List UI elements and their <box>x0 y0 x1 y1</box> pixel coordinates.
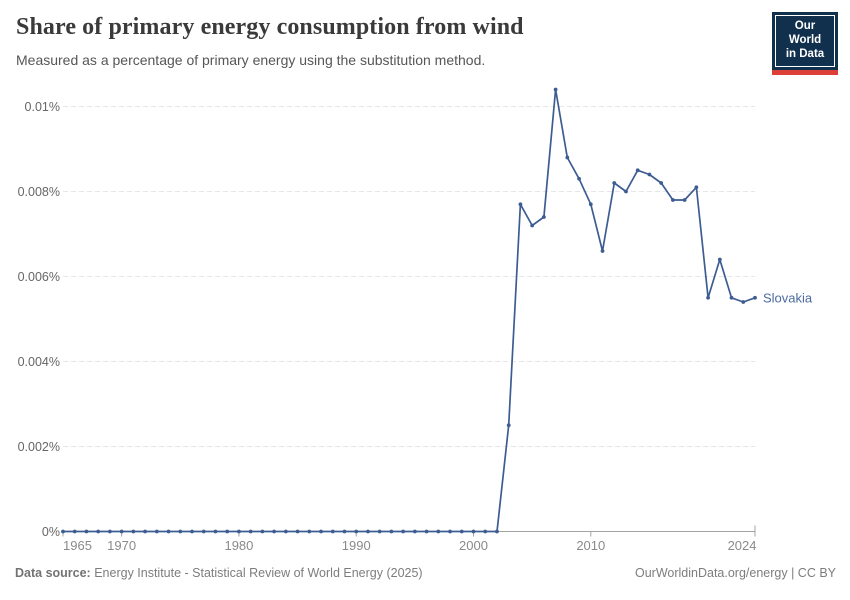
data-point[interactable] <box>588 202 593 207</box>
data-point[interactable] <box>741 300 746 304</box>
data-point[interactable] <box>706 295 710 300</box>
data-point[interactable] <box>565 155 570 160</box>
data-point[interactable] <box>295 529 300 534</box>
data-point[interactable] <box>283 529 288 534</box>
owid-logo-text: Our World in Data <box>775 15 835 68</box>
entity-label[interactable]: Slovakia <box>763 290 813 305</box>
data-point[interactable] <box>213 529 218 534</box>
data-point[interactable] <box>61 529 65 534</box>
owid-logo-line1: Our World <box>788 20 822 46</box>
data-point[interactable] <box>248 529 253 534</box>
data-point[interactable] <box>190 529 194 534</box>
data-point[interactable] <box>272 529 277 534</box>
data-point[interactable] <box>354 529 359 534</box>
data-point[interactable] <box>459 529 464 534</box>
data-source-text: Energy Institute - Statistical Review of… <box>90 566 423 580</box>
data-point[interactable] <box>377 529 382 534</box>
x-axis-tick-label: 1990 <box>342 538 371 553</box>
data-point[interactable] <box>553 87 558 92</box>
data-source-note: Data source: Energy Institute - Statisti… <box>15 566 423 580</box>
y-axis-tick-label: 0.006% <box>18 270 60 284</box>
data-point[interactable] <box>119 529 124 534</box>
data-point[interactable] <box>412 529 417 534</box>
data-point[interactable] <box>471 529 476 534</box>
data-point[interactable] <box>108 529 112 534</box>
data-point[interactable] <box>366 529 370 534</box>
data-point[interactable] <box>753 295 757 300</box>
x-axis-tick-label: 1980 <box>224 538 253 553</box>
y-axis-tick-label: 0.004% <box>18 355 60 369</box>
data-point[interactable] <box>84 529 89 534</box>
data-point[interactable] <box>694 185 699 190</box>
x-axis-tick-label: 2024 <box>728 538 757 553</box>
data-point[interactable] <box>483 529 488 534</box>
data-point[interactable] <box>330 529 335 534</box>
data-point[interactable] <box>131 529 136 534</box>
data-point[interactable] <box>541 215 546 219</box>
data-point[interactable] <box>307 529 312 534</box>
data-point[interactable] <box>401 529 406 534</box>
data-point[interactable] <box>729 295 734 300</box>
data-point[interactable] <box>635 168 640 173</box>
owid-logo-redbar <box>772 70 838 76</box>
data-point[interactable] <box>518 202 523 207</box>
x-axis-tick-label: 1970 <box>107 538 136 553</box>
page-title: Share of primary energy consumption from… <box>16 14 524 40</box>
data-point[interactable] <box>577 176 581 181</box>
y-axis-tick-label: 0.01% <box>25 100 60 114</box>
data-point[interactable] <box>682 198 687 202</box>
data-point[interactable] <box>225 529 230 534</box>
data-point[interactable] <box>260 529 265 534</box>
data-point[interactable] <box>530 223 535 228</box>
x-axis-tick-label: 1965 <box>63 538 92 553</box>
data-point[interactable] <box>342 529 347 534</box>
x-axis-tick-label: 2010 <box>576 538 605 553</box>
data-point[interactable] <box>237 529 241 534</box>
data-point[interactable] <box>436 529 441 534</box>
data-point[interactable] <box>96 529 101 534</box>
x-axis-tick-label: 2000 <box>459 538 488 553</box>
data-point[interactable] <box>495 529 499 534</box>
data-point[interactable] <box>178 529 183 534</box>
y-axis-tick-label: 0.008% <box>18 185 60 199</box>
data-point[interactable] <box>624 189 628 194</box>
attribution-note: OurWorldinData.org/energy | CC BY <box>634 566 836 580</box>
data-point[interactable] <box>166 529 171 534</box>
page-subtitle: Measured as a percentage of primary ener… <box>16 52 486 68</box>
data-point[interactable] <box>72 529 77 534</box>
data-point[interactable] <box>154 529 159 534</box>
data-point[interactable] <box>659 181 664 185</box>
data-source-label: Data source: <box>15 566 91 580</box>
data-point[interactable] <box>612 181 617 185</box>
y-axis-tick-label: 0% <box>42 525 60 539</box>
y-axis-tick-label: 0.002% <box>18 440 60 454</box>
data-point[interactable] <box>506 423 511 428</box>
data-line-slovakia[interactable] <box>63 88 756 533</box>
owid-logo-line2: in Data <box>785 47 825 60</box>
data-point[interactable] <box>143 529 148 534</box>
data-point[interactable] <box>600 249 605 253</box>
data-point[interactable] <box>424 529 429 534</box>
data-point[interactable] <box>389 529 394 534</box>
data-point[interactable] <box>670 198 675 202</box>
owid-logo: Our World in Data <box>772 12 838 76</box>
data-point[interactable] <box>717 257 722 262</box>
data-point[interactable] <box>201 529 206 534</box>
data-point[interactable] <box>448 529 452 534</box>
data-point[interactable] <box>319 529 323 534</box>
data-point[interactable] <box>647 172 652 177</box>
